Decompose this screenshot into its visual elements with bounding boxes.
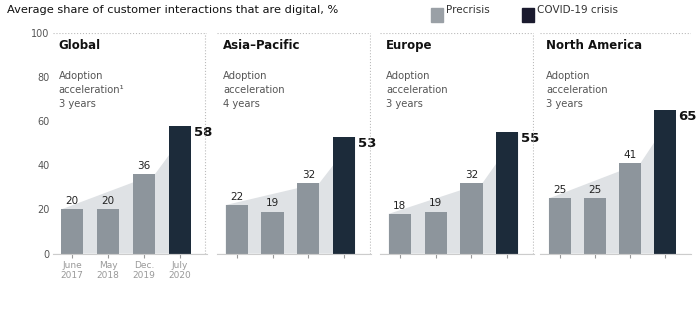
Text: 36: 36 [137, 161, 150, 171]
Text: Global: Global [59, 39, 101, 52]
Text: Adoption
acceleration
4 years: Adoption acceleration 4 years [223, 71, 285, 109]
Text: Adoption
acceleration
3 years: Adoption acceleration 3 years [547, 71, 608, 109]
Bar [584, 198, 606, 254]
Polygon shape [225, 137, 355, 254]
Text: 58: 58 [194, 126, 212, 139]
Text: 41: 41 [623, 150, 636, 160]
Text: 53: 53 [358, 137, 377, 150]
Bar [169, 126, 190, 254]
Text: North America: North America [547, 39, 643, 52]
Bar [333, 137, 355, 254]
Bar [133, 174, 155, 254]
Text: 32: 32 [302, 170, 315, 180]
Text: 18: 18 [393, 201, 407, 210]
Bar [424, 212, 447, 254]
Text: 25: 25 [588, 185, 601, 195]
Bar [61, 209, 83, 254]
Text: 25: 25 [553, 185, 566, 195]
Text: Europe: Europe [386, 39, 433, 52]
Text: 32: 32 [465, 170, 478, 180]
Bar [654, 110, 676, 254]
Text: 55: 55 [522, 132, 540, 145]
Text: 19: 19 [429, 198, 442, 209]
Text: 20: 20 [102, 196, 115, 206]
Text: 20: 20 [66, 196, 79, 206]
Text: Precrisis: Precrisis [446, 5, 490, 15]
Text: 19: 19 [266, 198, 279, 209]
Text: 22: 22 [230, 192, 244, 202]
Text: Adoption
acceleration
3 years: Adoption acceleration 3 years [386, 71, 448, 109]
Bar [496, 132, 518, 254]
Text: Adoption
acceleration¹
3 years: Adoption acceleration¹ 3 years [59, 71, 125, 109]
Bar [461, 183, 482, 254]
Polygon shape [61, 126, 190, 254]
Bar [619, 163, 640, 254]
Bar [261, 212, 284, 254]
Bar [97, 209, 119, 254]
Bar [298, 183, 319, 254]
Polygon shape [389, 132, 518, 254]
Text: COVID-19 crisis: COVID-19 crisis [537, 5, 618, 15]
Text: Asia–Pacific: Asia–Pacific [223, 39, 301, 52]
Bar [389, 214, 411, 254]
Text: Average share of customer interactions that are digital, %: Average share of customer interactions t… [7, 5, 338, 15]
Text: 65: 65 [678, 110, 696, 123]
Bar [549, 198, 570, 254]
Bar [225, 205, 248, 254]
Polygon shape [549, 110, 676, 254]
